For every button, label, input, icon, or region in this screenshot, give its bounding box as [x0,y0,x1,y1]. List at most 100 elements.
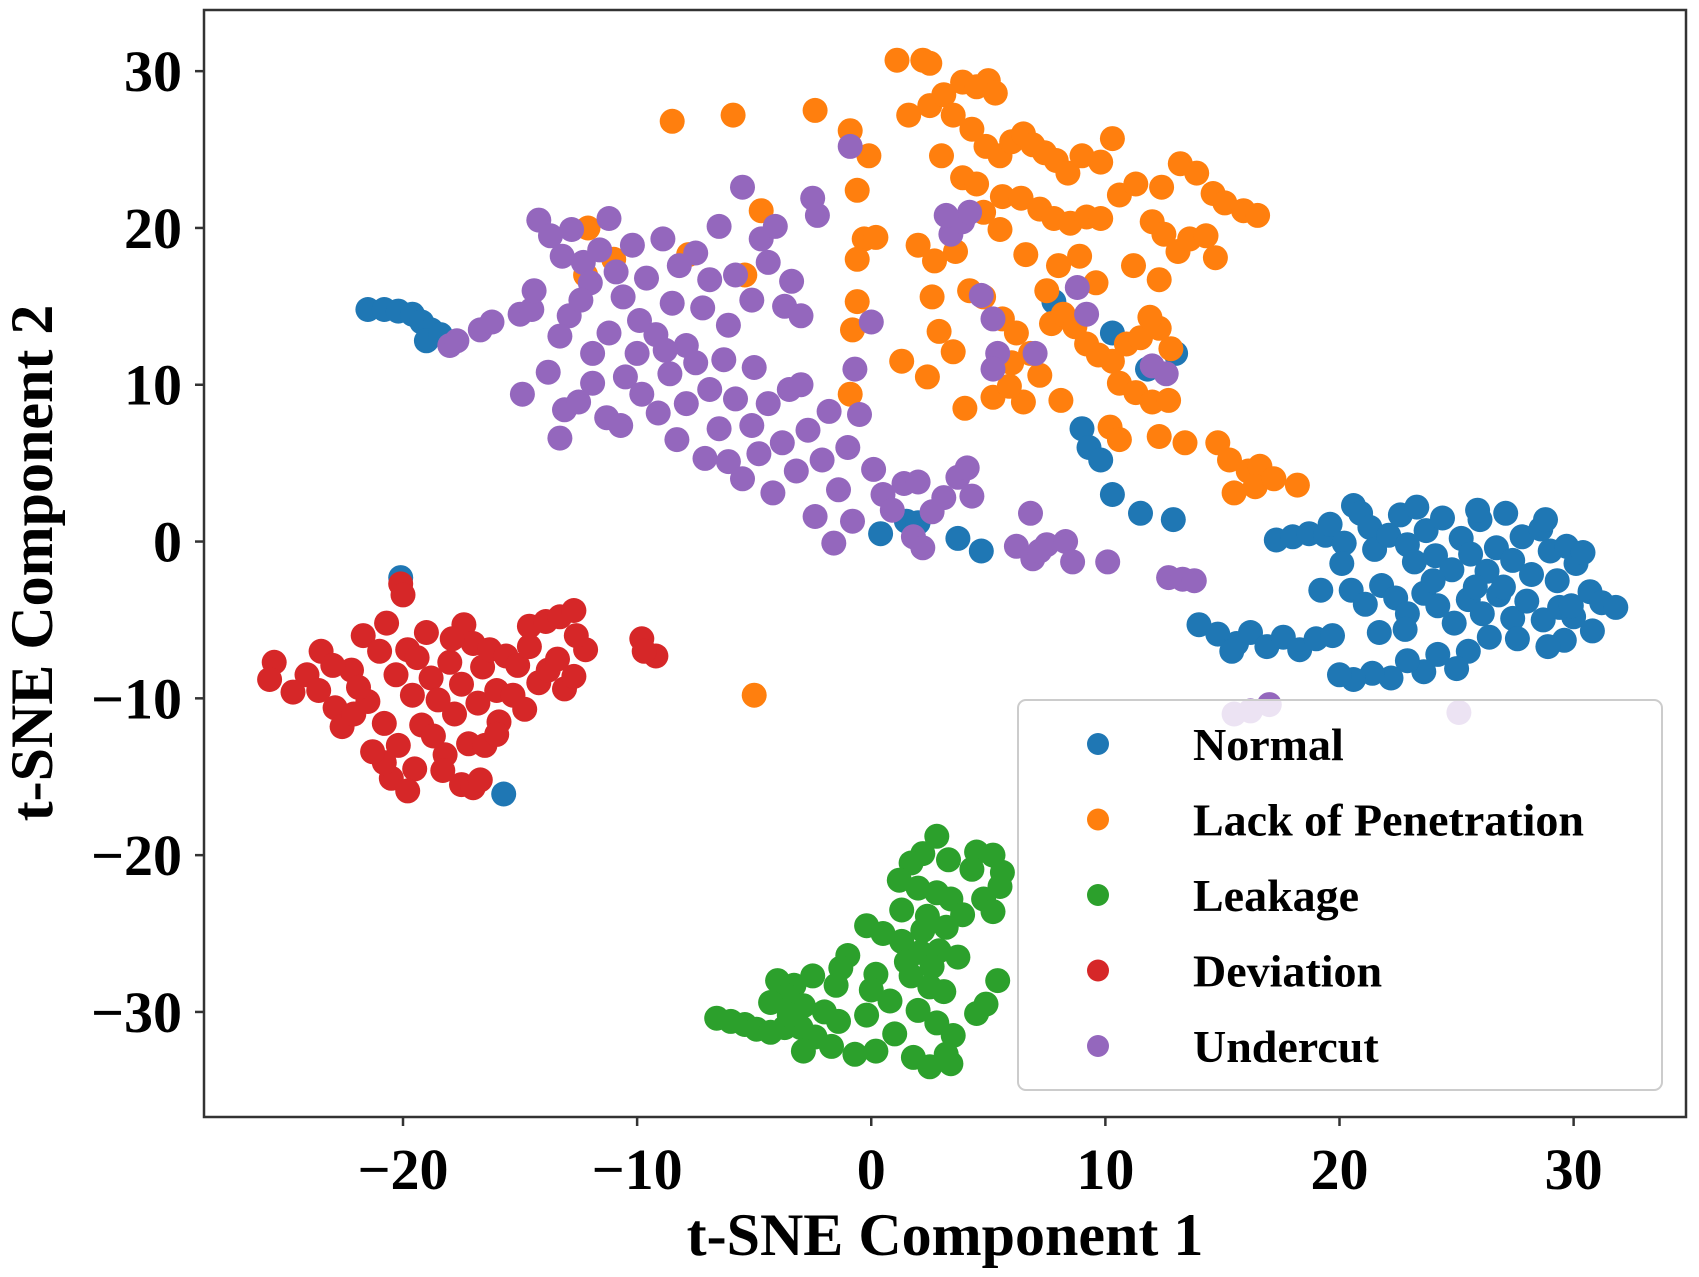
data-point [741,682,767,708]
data-point [917,50,943,76]
data-point [1357,514,1383,540]
data-point [1003,320,1029,346]
data-point [690,295,716,321]
data-point [561,598,587,623]
data-point [919,954,945,979]
legend-entry: Undercut [1087,1021,1379,1072]
data-point [1088,447,1114,473]
data-point [465,690,491,716]
data-point [802,504,828,529]
data-point [418,665,444,691]
data-point [1425,593,1451,619]
data-point [840,508,865,534]
data-point [758,990,784,1015]
data-point [1193,223,1219,249]
legend-label: Leakage [1193,870,1359,921]
data-point [931,979,957,1005]
data-point [802,97,828,123]
data-point [437,649,463,675]
data-point [512,696,538,722]
data-point [1430,505,1455,531]
data-point [959,483,985,509]
data-point [1128,325,1153,351]
data-point [996,373,1022,399]
data-point [1420,568,1446,594]
data-point [945,525,971,551]
data-point [816,398,842,424]
data-point [535,359,561,385]
data-point [360,739,386,765]
data-point [1352,591,1378,617]
data-point [608,413,634,438]
data-point [723,262,748,288]
data-point [1088,206,1114,231]
data-point [521,278,547,304]
legend-marker-icon [1087,884,1109,906]
data-point [919,284,945,310]
data-point [854,1002,880,1028]
data-point [1378,665,1404,691]
data-point [790,1038,816,1064]
data-point [889,897,915,923]
data-point [1242,474,1268,500]
data-point [819,1033,844,1059]
data-point [823,972,849,998]
data-point [587,237,613,263]
data-point [449,671,474,697]
data-point [755,249,781,275]
data-point [706,416,732,442]
series-normal [355,289,1629,807]
data-point [746,441,772,467]
data-point [769,430,795,456]
data-point [1217,447,1242,473]
data-point [697,267,723,293]
series-lack-of-penetration [573,47,1310,708]
legend-label: Lack of Penetration [1193,795,1584,846]
data-point [950,902,976,928]
data-point [1018,500,1043,526]
legend-entry: Lack of Penetration [1087,795,1584,846]
data-point [844,246,870,272]
data-point [1067,243,1093,269]
data-point [870,921,896,946]
data-point [1308,577,1334,603]
y-tick-label: 30 [124,39,182,104]
data-point [652,337,678,363]
x-tick-label: 10 [1076,1137,1134,1202]
data-point [973,991,999,1017]
legend-box [1017,699,1663,1091]
data-point [905,232,931,258]
data-point [1327,662,1352,688]
data-point [619,232,645,258]
data-point [596,206,622,231]
data-point [739,413,765,438]
data-point [847,402,872,427]
data-point [739,287,765,313]
data-point [367,638,393,664]
data-point [627,308,652,333]
legend-marker-icon [1087,959,1109,982]
data-point [940,102,966,128]
data-point [280,679,306,705]
data-point [1099,482,1125,507]
data-point [624,340,650,366]
data-point [1514,588,1540,614]
data-point [1392,616,1418,642]
x-tick-label: 20 [1310,1137,1368,1202]
data-point [879,497,905,523]
data-point [580,340,606,366]
data-point [430,758,456,783]
data-point [706,213,732,239]
data-point [404,645,430,671]
data-point [1181,568,1207,594]
data-point [893,949,919,975]
data-point [1465,497,1491,523]
data-point [964,171,990,197]
data-point [1083,270,1109,296]
data-point [1205,621,1231,647]
data-point [760,480,786,506]
data-point [826,1008,851,1034]
data-point [612,364,638,390]
data-point [858,977,884,1003]
x-axis-ticks: −20 −10 0 10 20 30 [357,1117,1603,1202]
